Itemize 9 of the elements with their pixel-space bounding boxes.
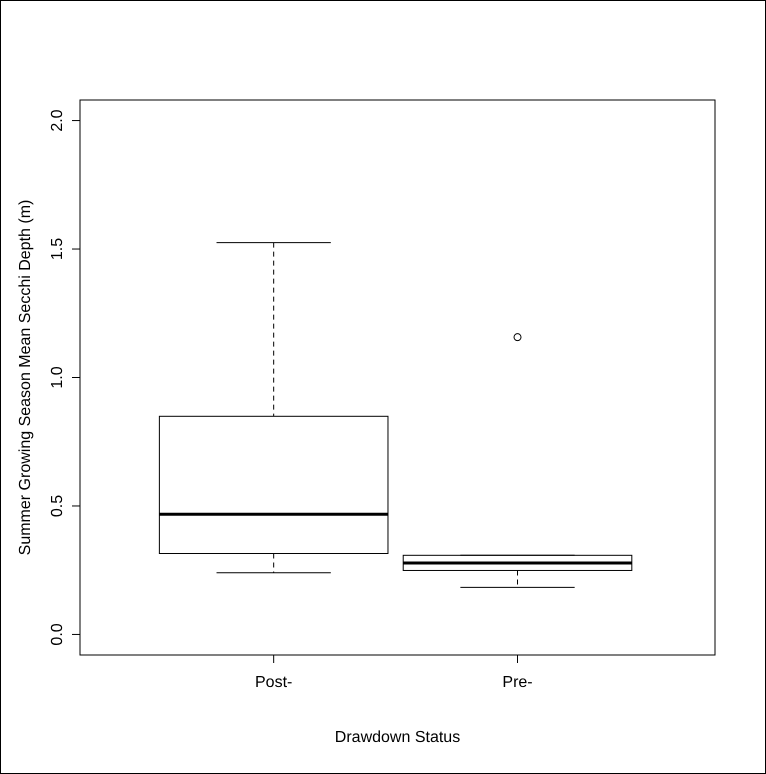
y-tick-label: 0.5 xyxy=(49,494,66,518)
y-tick-label: 2.0 xyxy=(49,109,66,132)
x-tick-label: Post- xyxy=(255,674,292,691)
x-axis-title: Drawdown Status xyxy=(334,729,460,746)
y-tick-label: 1.5 xyxy=(49,238,66,260)
y-tick-label: 1.0 xyxy=(49,366,66,389)
x-tick-label: Pre- xyxy=(502,674,533,691)
y-tick-label: 0.0 xyxy=(49,623,66,646)
y-axis-title: Summer Growing Season Mean Secchi Depth (m) xyxy=(17,200,34,556)
